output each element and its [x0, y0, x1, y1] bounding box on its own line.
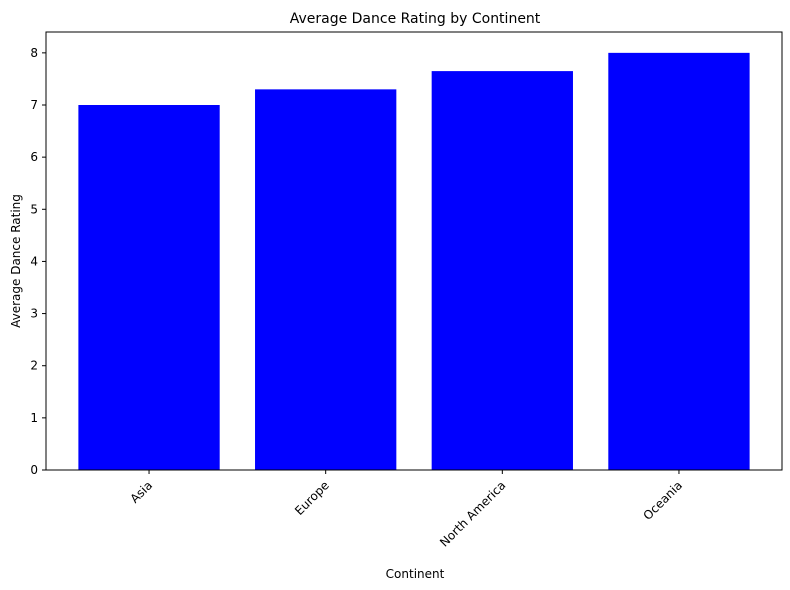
- bar-europe: [255, 89, 397, 470]
- y-axis-label: Average Dance Rating: [9, 194, 23, 328]
- y-axis-ticks: 0 1 2 3 4 5 6 7 8: [30, 46, 46, 477]
- y-tick-label: 7: [30, 98, 38, 112]
- y-tick-label: 0: [30, 463, 38, 477]
- bar-oceania: [608, 52, 750, 470]
- x-tick-label: Asia: [127, 478, 155, 506]
- y-tick-label: 2: [30, 359, 38, 373]
- x-axis-label: Continent: [386, 567, 445, 581]
- y-tick-label: 3: [30, 307, 38, 321]
- chart-title: Average Dance Rating by Continent: [290, 11, 541, 27]
- y-tick-label: 6: [30, 150, 38, 164]
- bar-asia: [78, 105, 220, 470]
- y-tick-label: 5: [30, 202, 38, 216]
- y-tick-label: 1: [30, 411, 38, 425]
- y-tick-label: 4: [30, 254, 38, 268]
- x-tick-label: Oceania: [640, 478, 685, 523]
- y-tick-label: 8: [30, 46, 38, 60]
- x-tick-label: North America: [437, 478, 508, 549]
- x-tick-label: Europe: [292, 478, 332, 518]
- bars-group: [78, 52, 750, 470]
- bar-north-america: [431, 71, 573, 470]
- plot-frame: [45, 31, 783, 471]
- x-axis-ticks: Asia Europe North America Oceania: [127, 470, 685, 550]
